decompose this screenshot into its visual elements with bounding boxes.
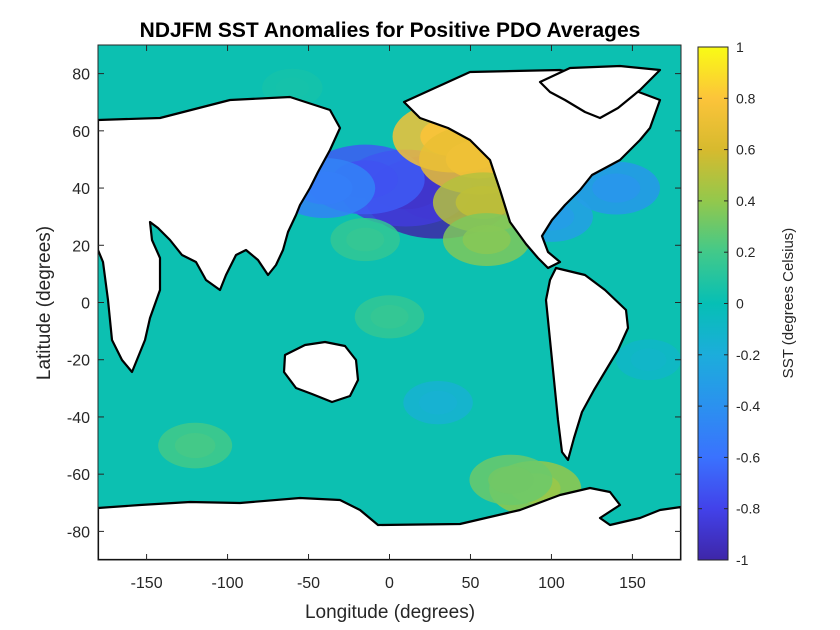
anomaly-core	[275, 77, 309, 99]
x-tick-label: 0	[385, 575, 394, 592]
colorbar-tick-label: 0	[736, 296, 744, 312]
land-americas	[402, 68, 662, 270]
x-axis: -150 -100 -50 0 50 100 150	[131, 45, 646, 592]
y-tick-label: 0	[81, 296, 90, 313]
land-eurasia-africa	[98, 95, 342, 374]
x-tick-label: -100	[212, 575, 244, 592]
colorbar-tick-label: -0.4	[736, 398, 760, 414]
colorbar-label: SST (degrees Celsius)	[780, 228, 797, 379]
colorbar-tick-label: -0.6	[736, 449, 760, 465]
anomaly-core	[370, 304, 409, 329]
colorbar-ticks: -1 -0.8 -0.6 -0.4 -0.2 0 0.2 0.4 0.6 0.8 1	[698, 39, 760, 568]
anomaly-core	[455, 185, 512, 219]
land-south-america	[544, 266, 630, 462]
colorbar-tick-label: 1	[736, 39, 744, 55]
x-tick-label: -50	[297, 575, 320, 592]
anomaly-core	[462, 225, 511, 255]
colorbar-tick-label: 0.2	[736, 244, 756, 260]
colorbar-gradient	[697, 46, 729, 561]
x-tick-label: -150	[131, 575, 163, 592]
anomaly-core	[630, 348, 667, 371]
land-masses	[98, 64, 681, 560]
y-axis: -80 -60 -40 -20 0 20 40 60 80	[67, 67, 681, 541]
y-tick-label: -20	[67, 353, 90, 370]
y-tick-label: 20	[72, 238, 90, 255]
x-tick-label: 100	[538, 575, 565, 592]
colorbar-tick-label: -1	[736, 552, 749, 568]
colorbar-tick-label: -0.8	[736, 501, 760, 517]
anomaly-core	[488, 466, 534, 494]
y-tick-label: 60	[72, 124, 90, 141]
x-tick-label: 50	[462, 575, 480, 592]
plot-area	[97, 44, 682, 561]
anomaly-core	[174, 433, 216, 459]
chart-title: NDJFM SST Anomalies for Positive PDO Ave…	[140, 19, 641, 42]
y-tick-label: -80	[67, 524, 90, 541]
colorbar-tick-label: -0.2	[736, 347, 760, 363]
x-axis-label: Longitude (degrees)	[305, 602, 475, 623]
land-greenland	[538, 64, 662, 120]
y-axis-label: Latitude (degrees)	[34, 226, 55, 380]
anomaly-core	[346, 227, 385, 252]
colorbar-tick-label: 0.8	[736, 90, 756, 106]
land-antarctica	[98, 486, 681, 560]
y-tick-label: 80	[72, 67, 90, 84]
y-tick-label: 40	[72, 181, 90, 198]
anomaly-core	[418, 390, 458, 415]
colorbar-tick-label: 0.4	[736, 193, 756, 209]
y-tick-label: -40	[67, 410, 90, 427]
anomaly-core	[592, 173, 641, 203]
colorbar: -1 -0.8 -0.6 -0.4 -0.2 0 0.2 0.4 0.6 0.8 1 SST (de…	[697, 39, 797, 568]
land-australia	[282, 340, 360, 404]
y-tick-label: -60	[67, 467, 90, 484]
colorbar-tick-label: 0.6	[736, 142, 756, 158]
x-tick-label: 150	[619, 575, 646, 592]
